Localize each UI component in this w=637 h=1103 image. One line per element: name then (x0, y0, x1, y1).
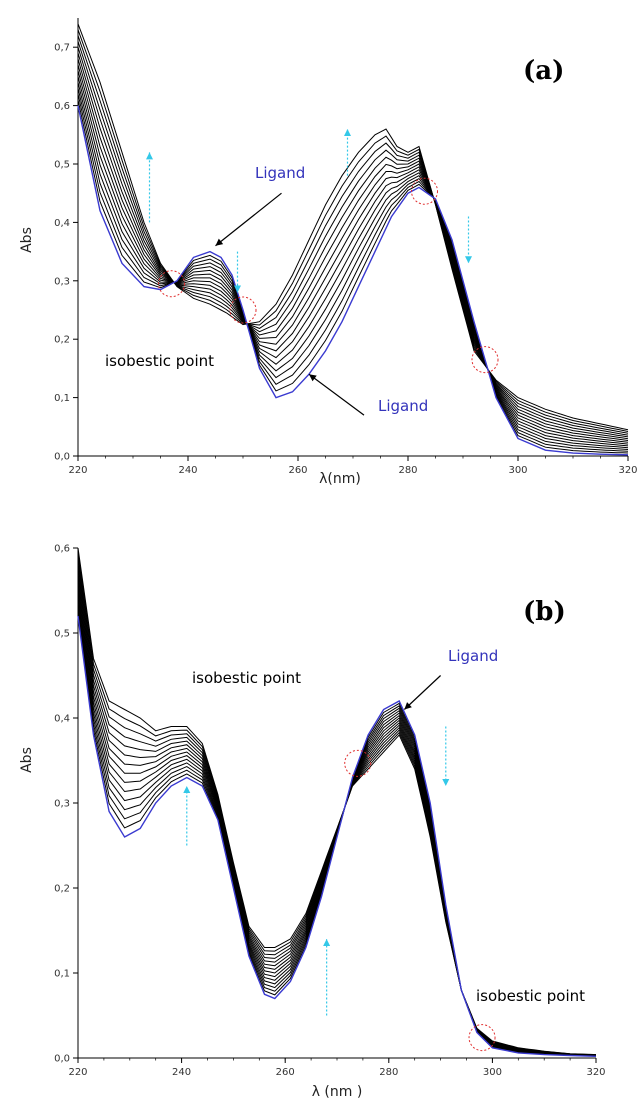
panel-a-decrease-arrow-head (234, 285, 241, 293)
panel-a-y-tick-label: 0,6 (54, 101, 70, 112)
panel-b-titration-curve (77, 581, 597, 1056)
panel-a-isobestic-marker (229, 296, 257, 324)
panel-b-x-tick-label: 240 (172, 1067, 191, 1078)
panel-b-isobestic-label-2: isobestic point (476, 987, 585, 1005)
panel-a-titration-curve (77, 47, 629, 438)
panel-b-ligand-curve (77, 615, 597, 1057)
panel-a-ligand-curve (77, 105, 629, 456)
panel-a-decrease-arrow-head (465, 256, 472, 264)
panel-b-isobestic-marker (468, 1024, 496, 1052)
panel-a-ligand-label-2: Ligand (378, 397, 428, 415)
panel-a-x-tick-label: 220 (68, 465, 87, 476)
panel-a-ylabel: Abs (19, 227, 35, 253)
panel-b-increase-arrow-head (323, 939, 331, 946)
panel-b-titration-curve (77, 562, 597, 1056)
panel-b-isobestic-label-1: isobestic point (192, 669, 301, 687)
panel-a-label: (a) (523, 56, 564, 86)
panel-b-isobestic-marker (344, 749, 372, 777)
panel-a-titration-curve (77, 52, 629, 440)
panel-a-y-tick-label: 0,5 (54, 160, 70, 171)
panel-b-chart: 220 240 260 280 300 3200,00,10,20,30,40,50,6 … (19, 544, 606, 1101)
panel-b-y-tick-label: 0,5 (54, 629, 70, 640)
panel-b-x-tick-label: 280 (379, 1067, 398, 1078)
panel-b-decrease-arrow-head (442, 779, 450, 786)
panel-a-x-tick-label: 320 (618, 465, 637, 476)
panel-a-y-tick-label: 0,2 (54, 335, 70, 346)
panel-b-titration-curve (77, 577, 597, 1056)
panel-b-ligand-pointer-head (404, 702, 412, 710)
panel-b-ligand-label: Ligand (448, 647, 498, 665)
panel-b-increase-arrow-head (183, 786, 191, 793)
panel-a-x-tick-label: 240 (178, 465, 197, 476)
panel-a-titration-curve (77, 23, 629, 431)
panel-b-x-tick-label: 300 (483, 1067, 502, 1078)
panel-a-titration-curve (77, 93, 629, 452)
panel-b-xlabel: λ (nm ) (312, 1084, 363, 1100)
panel-b-axes: 220 240 260 280 300 320 0,0 0,1 0,2 0,3 0,4 0,5 0,6 (54, 544, 605, 1079)
panel-a-ligand-pointer (215, 192, 282, 247)
panel-a-ligand-label-1: Ligand (255, 164, 305, 182)
panel-a-titration-curve (77, 87, 629, 450)
panel-a-titration-curve (77, 64, 629, 443)
panel-a-axes: 220 240 260 280 300 320 0,0 0,1 0,2 0,3 0,4 0,5 0,6 0… (54, 18, 637, 476)
panel-b-y-tick-label: 0,4 (54, 714, 70, 725)
panel-b-titration-curve (77, 586, 597, 1057)
panel-a-titration-curve (77, 70, 629, 445)
panel-a-xlabel: λ(nm) (319, 471, 361, 487)
panel-b-titration-curve (77, 567, 597, 1056)
panel-a-ligand-pointer (308, 373, 365, 416)
panel-a-titration-curve (77, 29, 629, 432)
panel-a-titration-curve (77, 82, 629, 449)
panel-b-curves (77, 547, 597, 1057)
panel-b-y-tick-label: 0,3 (54, 799, 70, 810)
panel-a-x-tick-label: 260 (288, 465, 307, 476)
panel-b-x-tick-label: 320 (586, 1067, 605, 1078)
panel-b-y-tick-label: 0,6 (54, 544, 70, 555)
panel-a-y-tick-label: 0,3 (54, 276, 70, 287)
panel-a-y-tick-label: 0,7 (54, 43, 70, 54)
panel-b-ylabel: Abs (19, 747, 35, 773)
panel-b-titration-curve (77, 557, 597, 1056)
panel-a-isobestic-marker (158, 270, 185, 298)
panel-a-increase-arrow-head (146, 152, 153, 160)
panel-b-titration-curve (77, 547, 597, 1056)
panel-a-ligand-pointer-head (215, 238, 224, 246)
panel-b-x-tick-label: 220 (68, 1067, 87, 1078)
panel-b-y-tick-label: 0,1 (54, 969, 70, 980)
panel-a-isobestic-label: isobestic point (105, 352, 214, 370)
panel-a-ligand-pointer-head (309, 374, 317, 382)
panel-a-isobestic-marker (471, 346, 499, 374)
panel-a-curves (77, 23, 629, 456)
panel-a-increase-arrow-head (344, 128, 351, 136)
panel-a-titration-curve (77, 76, 629, 447)
panel-b-titration-curve (77, 572, 597, 1056)
panel-b-y-tick-label: 0,2 (54, 884, 70, 895)
panel-b-label: (b) (523, 597, 566, 627)
panel-a-chart: 220 240 260 280 300 320 0,0 0,1 0,2 0,3 0,4 0,5 0,6 0… (19, 18, 637, 487)
panel-b-y-tick-label: 0,0 (54, 1054, 70, 1065)
panel-a-annotations (146, 128, 499, 416)
panel-a-isobestic-marker (411, 177, 438, 205)
panel-a-y-tick-label: 0,0 (54, 452, 70, 463)
panel-a-x-tick-label: 300 (508, 465, 527, 476)
panel-b-x-tick-label: 260 (276, 1067, 295, 1078)
panel-b-annotations (183, 675, 496, 1052)
panel-a-y-tick-label: 0,1 (54, 393, 70, 404)
panel-a-titration-curve (77, 35, 629, 434)
panel-b-ligand-pointer (403, 675, 442, 710)
panel-a-y-tick-label: 0,4 (54, 218, 70, 229)
panel-a-x-tick-label: 280 (398, 465, 417, 476)
